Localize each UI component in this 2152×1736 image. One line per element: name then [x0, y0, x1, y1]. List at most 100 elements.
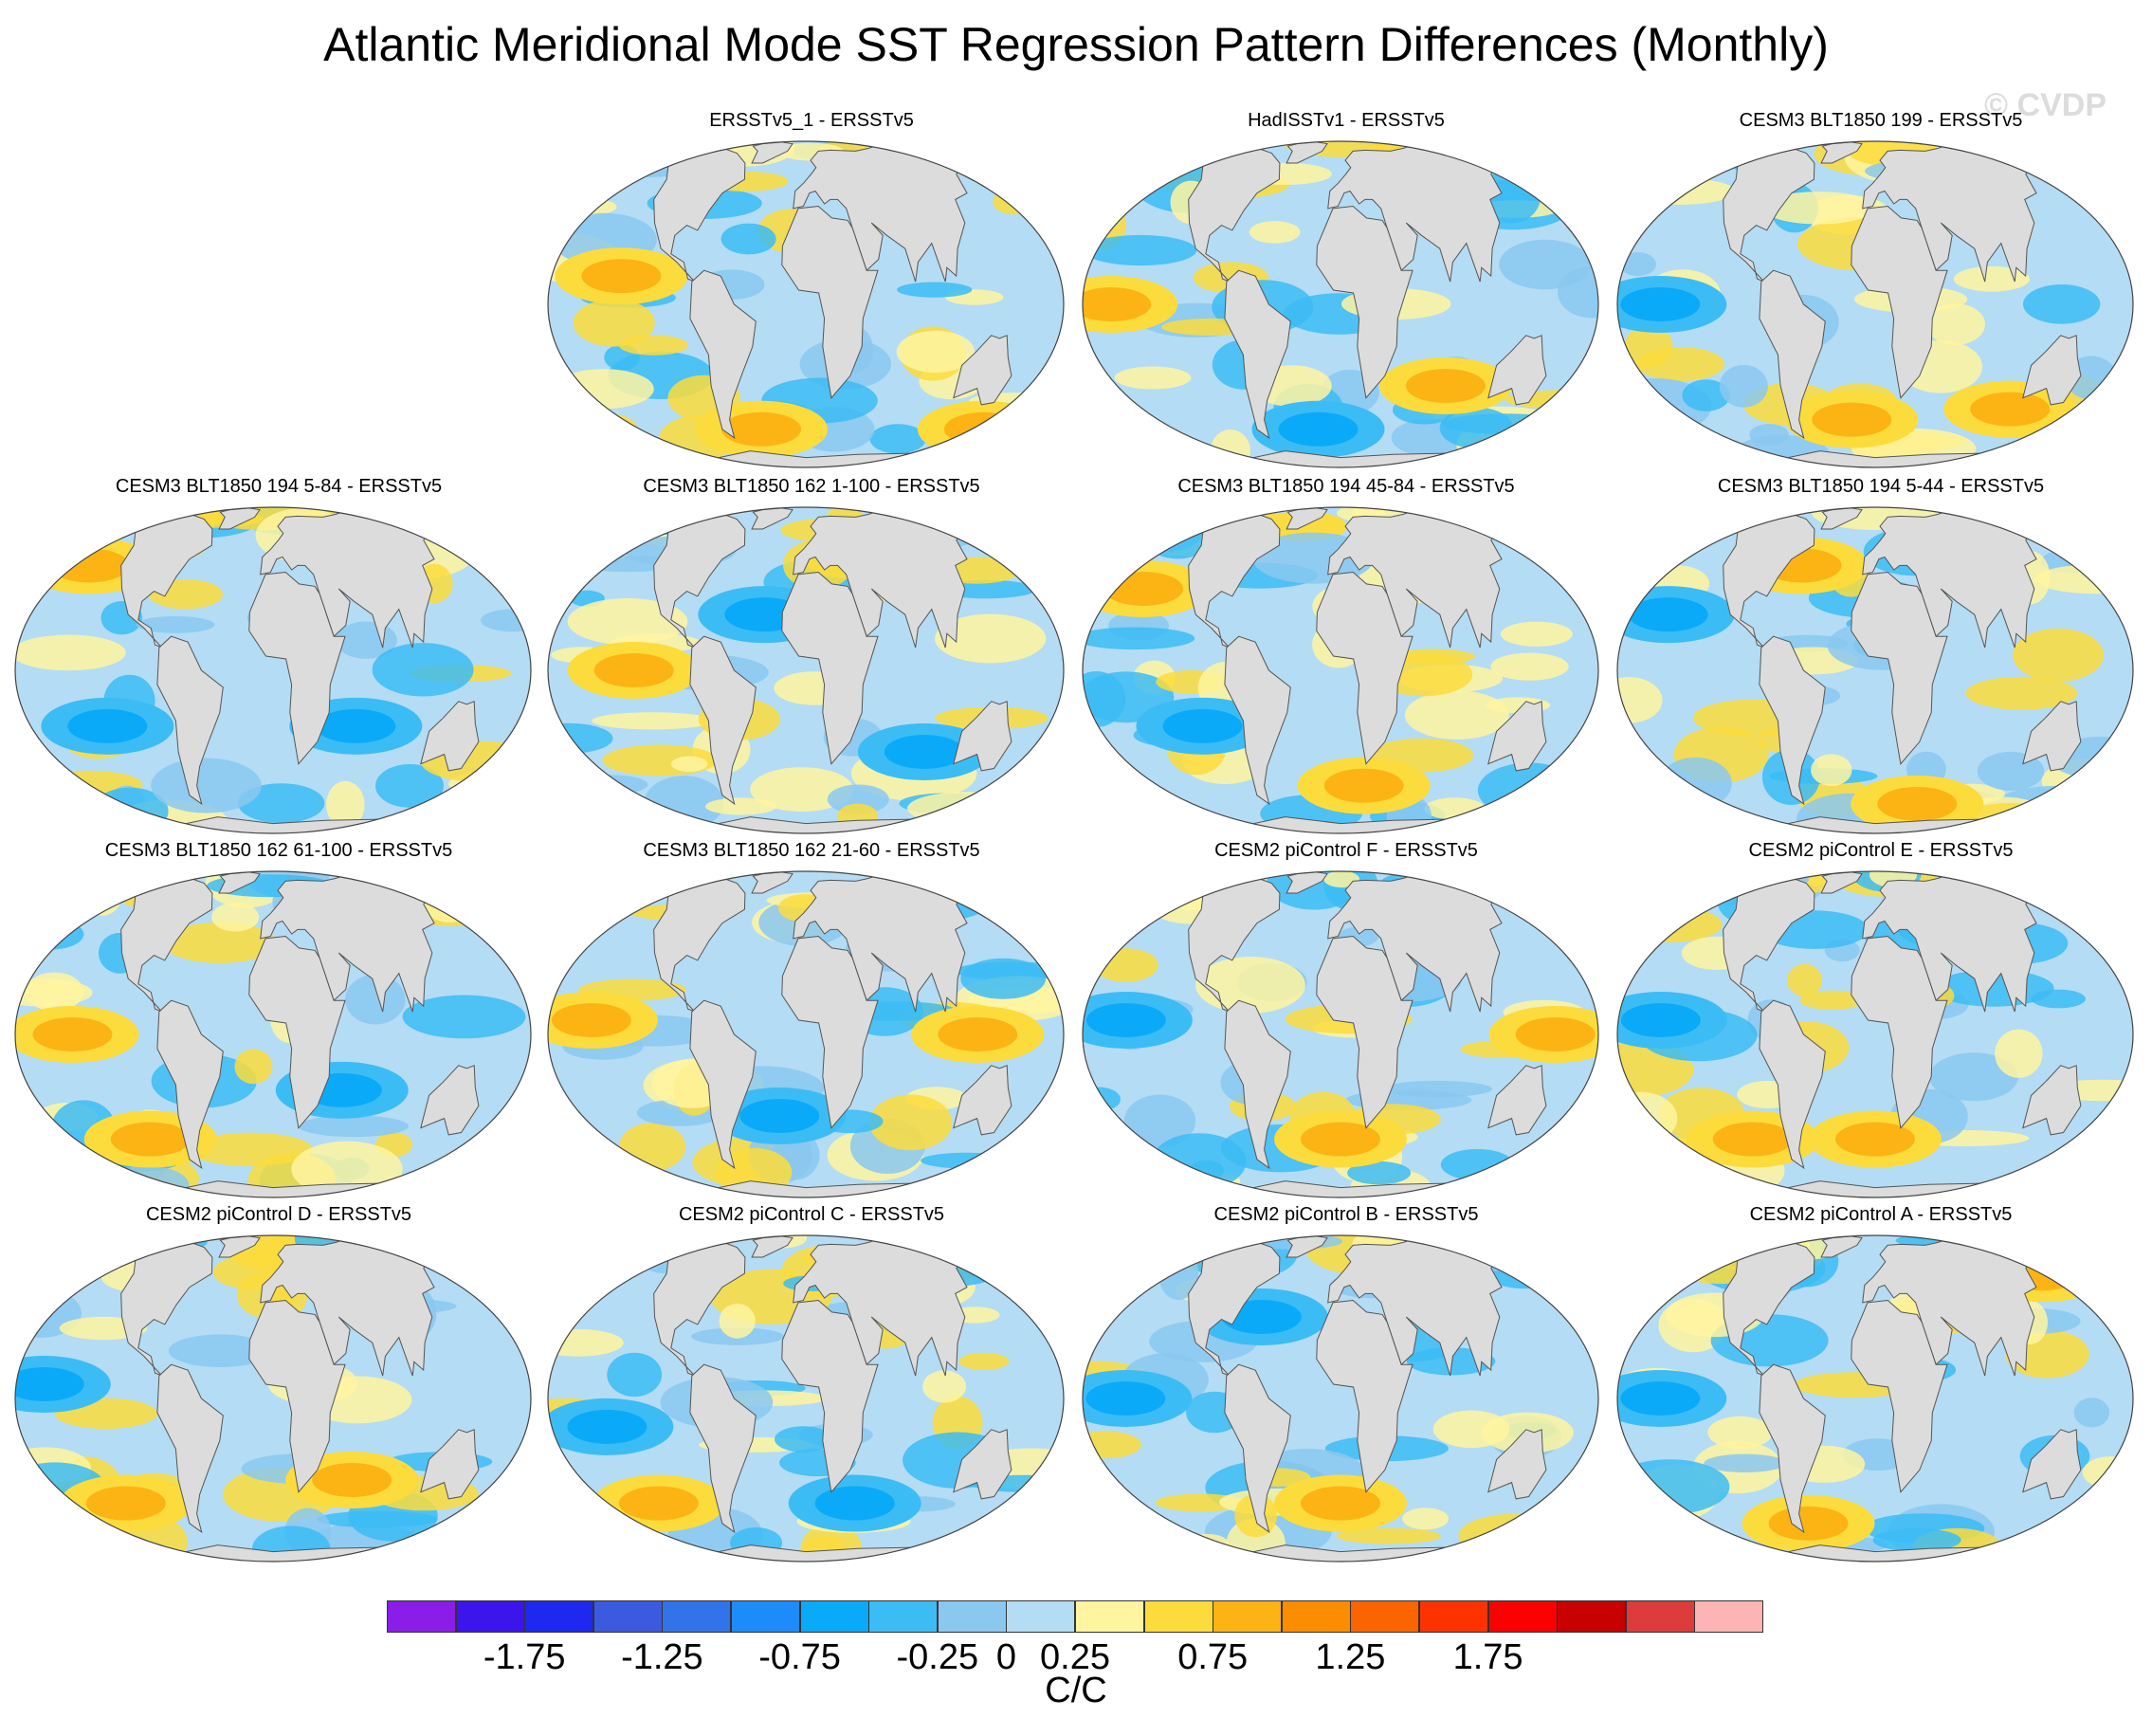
anomaly-patch	[670, 756, 708, 772]
colorbar-swatch	[1281, 1600, 1351, 1633]
landmass	[953, 335, 1012, 406]
sst-map	[14, 506, 532, 834]
warm-anomaly-region	[938, 1017, 1018, 1051]
map-border	[1616, 1234, 2134, 1562]
warm-anomaly-region	[551, 1003, 631, 1038]
panel-title: CESM3 BLT1850 194 5-84 - ERSSTv5	[115, 476, 443, 497]
landmass	[1177, 1242, 1281, 1377]
landmass	[793, 1238, 969, 1377]
landmass	[781, 205, 879, 399]
landmass	[953, 701, 1012, 772]
anomaly-patch	[1682, 379, 1730, 411]
sst-map	[1082, 870, 1599, 1198]
map-border	[1616, 506, 2134, 834]
warm-anomaly-region	[32, 1017, 113, 1051]
anomaly-patch	[1787, 963, 1823, 996]
colorbar-swatch	[1487, 1600, 1558, 1633]
anomaly-patch	[1404, 690, 1509, 740]
colorbar-swatch	[524, 1600, 594, 1633]
map-panel: CESM2 piControl B - ERSSTv5	[1081, 1204, 1612, 1564]
warm-anomaly-region	[618, 1486, 699, 1521]
colorbar-swatch	[387, 1600, 457, 1633]
warm-anomaly-region	[1812, 402, 1892, 437]
cool-anomaly-region	[1620, 287, 1701, 321]
cool-anomaly-region	[1620, 1003, 1701, 1038]
sst-map	[547, 506, 1065, 834]
map-panel: CESM3 BLT1850 162 21-60 - ERSSTv5	[546, 840, 1077, 1200]
anomaly-patch	[896, 330, 976, 373]
landmass	[1224, 999, 1291, 1170]
map-border	[547, 140, 1065, 468]
warm-anomaly-region	[1835, 1122, 1915, 1157]
anomaly-patch	[237, 783, 325, 824]
colorbar-swatch	[731, 1600, 801, 1633]
anomaly-patch	[719, 1303, 756, 1339]
warm-anomaly-region	[1083, 287, 1152, 321]
anomaly-patch	[168, 1334, 272, 1367]
anomaly-patch	[618, 335, 689, 356]
landmass	[248, 1299, 346, 1493]
landmass	[1851, 1299, 1948, 1493]
anomaly-patch	[2013, 628, 2104, 682]
warm-anomaly-region	[721, 411, 802, 447]
warm-anomaly-region	[1301, 1122, 1380, 1157]
anomaly-patch	[868, 1094, 953, 1151]
sst-map	[1082, 1234, 1599, 1562]
warm-anomaly-region	[581, 259, 662, 294]
landmass	[793, 144, 969, 283]
landmass	[156, 999, 224, 1170]
map-border	[1616, 870, 2134, 1198]
cool-anomaly-region	[67, 708, 148, 743]
cool-anomaly-region	[1628, 597, 1708, 632]
anomaly-patch	[163, 922, 277, 963]
landmass	[1224, 635, 1291, 806]
anomaly-patch	[1093, 948, 1158, 982]
anomaly-patch	[720, 223, 776, 255]
map-panel: CESM2 piControl E - ERSSTv5	[1615, 840, 2146, 1200]
landmass	[420, 701, 480, 772]
anomaly-patch	[1402, 1508, 1450, 1530]
sst-map	[1616, 1234, 2134, 1562]
anomaly-patch	[705, 797, 777, 815]
colorbar-tick-label: 1.75	[1452, 1637, 1523, 1677]
warm-anomaly-region	[593, 653, 674, 687]
anomaly-patch	[1083, 627, 1195, 650]
landmass	[1862, 510, 2038, 649]
anomaly-patch	[1083, 671, 1125, 727]
colorbar-tick-label: 1.25	[1315, 1637, 1386, 1677]
colorbar-swatch	[799, 1600, 869, 1633]
anomaly-patch	[960, 958, 1047, 999]
panel-title: HadISSTv1 - ERSSTv5	[1248, 110, 1445, 131]
colorbar-swatch	[1006, 1600, 1076, 1633]
panel-title: CESM3 BLT1850 162 1-100 - ERSSTv5	[643, 476, 980, 497]
landmass	[1327, 1238, 1504, 1377]
landmass	[1327, 510, 1504, 649]
anomaly-patch	[326, 780, 365, 829]
landmass	[1316, 1299, 1413, 1493]
panel-title: ERSSTv5_1 - ERSSTv5	[709, 110, 914, 131]
chart-title: Atlantic Meridional Mode SST Regression …	[323, 18, 1829, 71]
landmass	[1851, 571, 1948, 765]
warm-anomaly-region	[917, 400, 1050, 458]
colorbar-swatch	[455, 1600, 525, 1633]
anomaly-patch	[136, 616, 215, 633]
anomaly-patch	[775, 1426, 832, 1453]
anomaly-patch	[298, 1115, 409, 1138]
landmass	[1712, 1242, 1815, 1377]
landmass	[953, 1065, 1012, 1136]
anomaly-patch	[1704, 1453, 1786, 1472]
map-panel: CESM3 BLT1850 194 5-84 - ERSSTv5	[13, 476, 544, 836]
map-border	[1082, 1234, 1599, 1562]
colorbar-unit-label: C/C	[1045, 1671, 1107, 1710]
sst-map	[14, 1234, 532, 1562]
anomaly-patch	[1965, 676, 2078, 710]
landmass	[1177, 514, 1281, 649]
colorbar-tick-label: -1.25	[621, 1637, 703, 1677]
landmass	[2022, 335, 2082, 406]
anomaly-patch	[1619, 252, 1656, 277]
anomaly-patch	[958, 1352, 1010, 1371]
anomaly-patch	[1558, 266, 1598, 319]
anomaly-patch	[607, 1352, 663, 1398]
anomaly-patch	[1619, 906, 1723, 942]
landmass	[2022, 701, 2082, 772]
